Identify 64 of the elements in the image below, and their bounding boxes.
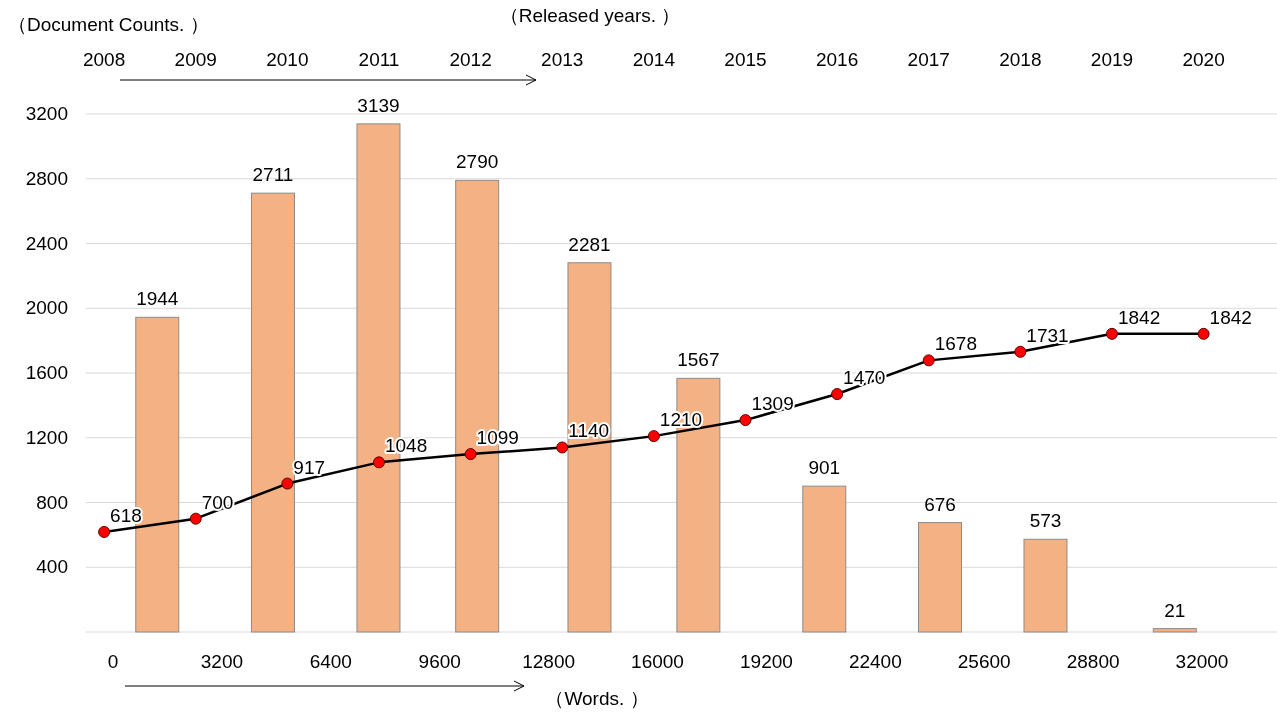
data-label: 2711 xyxy=(252,164,294,186)
x2-tick-label: 2012 xyxy=(449,49,492,70)
y-tick-label: 2000 xyxy=(25,297,68,319)
x-tick-label: 16000 xyxy=(631,651,684,672)
data-label: 2281 xyxy=(568,233,611,255)
x2-tick-label: 2010 xyxy=(266,49,309,70)
x-tick-label: 28800 xyxy=(1066,651,1120,672)
data-label: 1048 xyxy=(384,435,428,457)
data-label: 917 xyxy=(293,456,326,478)
x2-tick-label: 2017 xyxy=(907,49,950,70)
data-label: 2790 xyxy=(456,151,499,173)
data-label: 1099 xyxy=(476,427,519,449)
x-tick-label: 22400 xyxy=(848,651,902,672)
x-tick-label: 12800 xyxy=(522,651,576,672)
data-label: 1567 xyxy=(677,349,720,371)
data-label: 700 xyxy=(201,491,234,513)
x2-tick-label: 2018 xyxy=(999,49,1042,70)
y-tick-label: 1200 xyxy=(25,426,68,448)
data-label: 618 xyxy=(110,504,142,526)
bar xyxy=(250,192,295,633)
x2-tick-label: 2016 xyxy=(815,49,859,70)
bar xyxy=(567,262,612,633)
y-tick-label: 2400 xyxy=(25,232,68,254)
x2-tick-label: 2013 xyxy=(541,49,584,70)
x-tick-label: 3200 xyxy=(200,651,244,672)
data-label: 901 xyxy=(808,457,841,479)
x2-tick-label: 2009 xyxy=(174,49,217,70)
bar xyxy=(802,485,847,633)
x2-tick-label: 2019 xyxy=(1090,49,1134,70)
data-label: 1309 xyxy=(751,393,794,415)
x-tick-label: 6400 xyxy=(309,651,352,672)
data-label: 573 xyxy=(1029,510,1062,532)
data-label: 1842 xyxy=(1209,306,1252,328)
x2-tick-label: 2008 xyxy=(82,49,126,70)
y-tick-label: 2800 xyxy=(25,167,68,189)
x-tick-label: 25600 xyxy=(957,651,1011,672)
x2-tick-label: 2020 xyxy=(1182,49,1225,70)
y-tick-label: 400 xyxy=(36,556,68,578)
bar xyxy=(1152,628,1197,633)
data-label: 676 xyxy=(924,493,956,515)
data-label: 1140 xyxy=(568,420,610,442)
data-label: 1842 xyxy=(1117,306,1161,328)
data-label: 1678 xyxy=(934,333,978,355)
x2-tick-label: 2015 xyxy=(724,49,767,70)
data-label: 1210 xyxy=(659,409,703,431)
x2-axis-title: （Released years. ） xyxy=(499,5,681,26)
y-axis-title: （Document Counts. ） xyxy=(8,14,209,35)
x2-tick-label: 2011 xyxy=(358,49,400,70)
y-tick-label: 3200 xyxy=(25,103,68,124)
data-label: 21 xyxy=(1164,599,1186,621)
bar xyxy=(917,522,962,633)
bar xyxy=(1023,538,1068,633)
data-label: 1731 xyxy=(1026,324,1069,346)
x-tick-label: 9600 xyxy=(418,651,461,672)
x-tick-label: 32000 xyxy=(1175,651,1229,672)
data-label: 3139 xyxy=(357,94,400,116)
x2-tick-label: 2014 xyxy=(632,49,676,70)
data-label: 1470 xyxy=(843,367,886,389)
x-axis-title: （Words. ） xyxy=(545,688,649,709)
x-tick-label: 0 xyxy=(107,651,119,672)
y-tick-label: 1600 xyxy=(25,362,68,383)
y-tick-label: 800 xyxy=(36,491,68,513)
data-label: 1944 xyxy=(136,288,179,310)
x-tick-label: 19200 xyxy=(740,651,793,672)
